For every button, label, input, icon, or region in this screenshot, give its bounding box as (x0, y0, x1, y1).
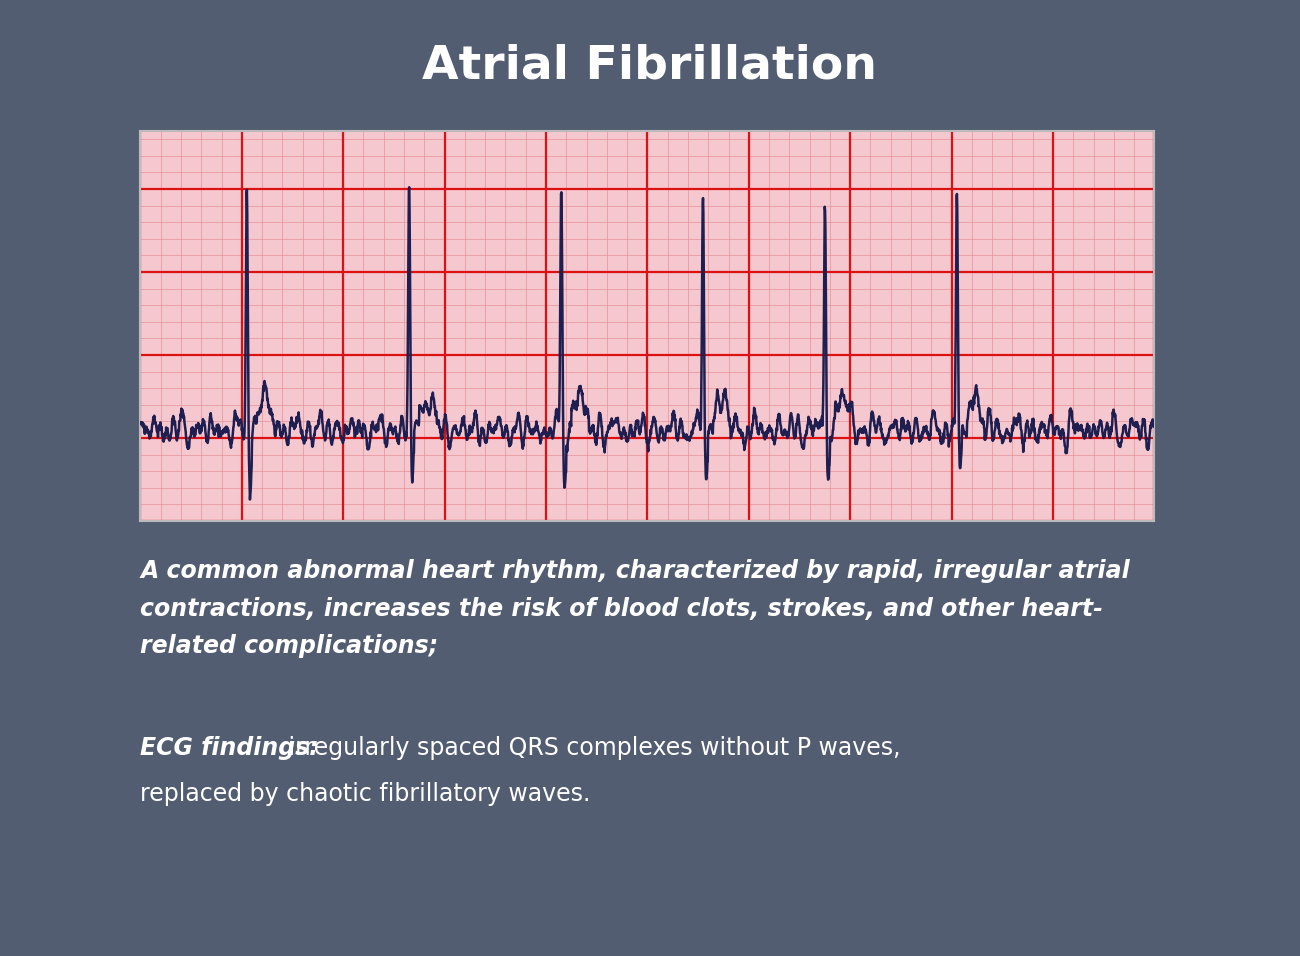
Text: Atrial Fibrillation: Atrial Fibrillation (422, 43, 878, 88)
Text: replaced by chaotic fibrillatory waves.: replaced by chaotic fibrillatory waves. (140, 782, 590, 806)
Text: irregularly spaced QRS complexes without P waves,: irregularly spaced QRS complexes without… (281, 736, 901, 760)
Text: ECG findings:: ECG findings: (140, 736, 320, 760)
Text: A common abnormal heart rhythm, characterized by rapid, irregular atrial
contrac: A common abnormal heart rhythm, characte… (140, 559, 1130, 658)
